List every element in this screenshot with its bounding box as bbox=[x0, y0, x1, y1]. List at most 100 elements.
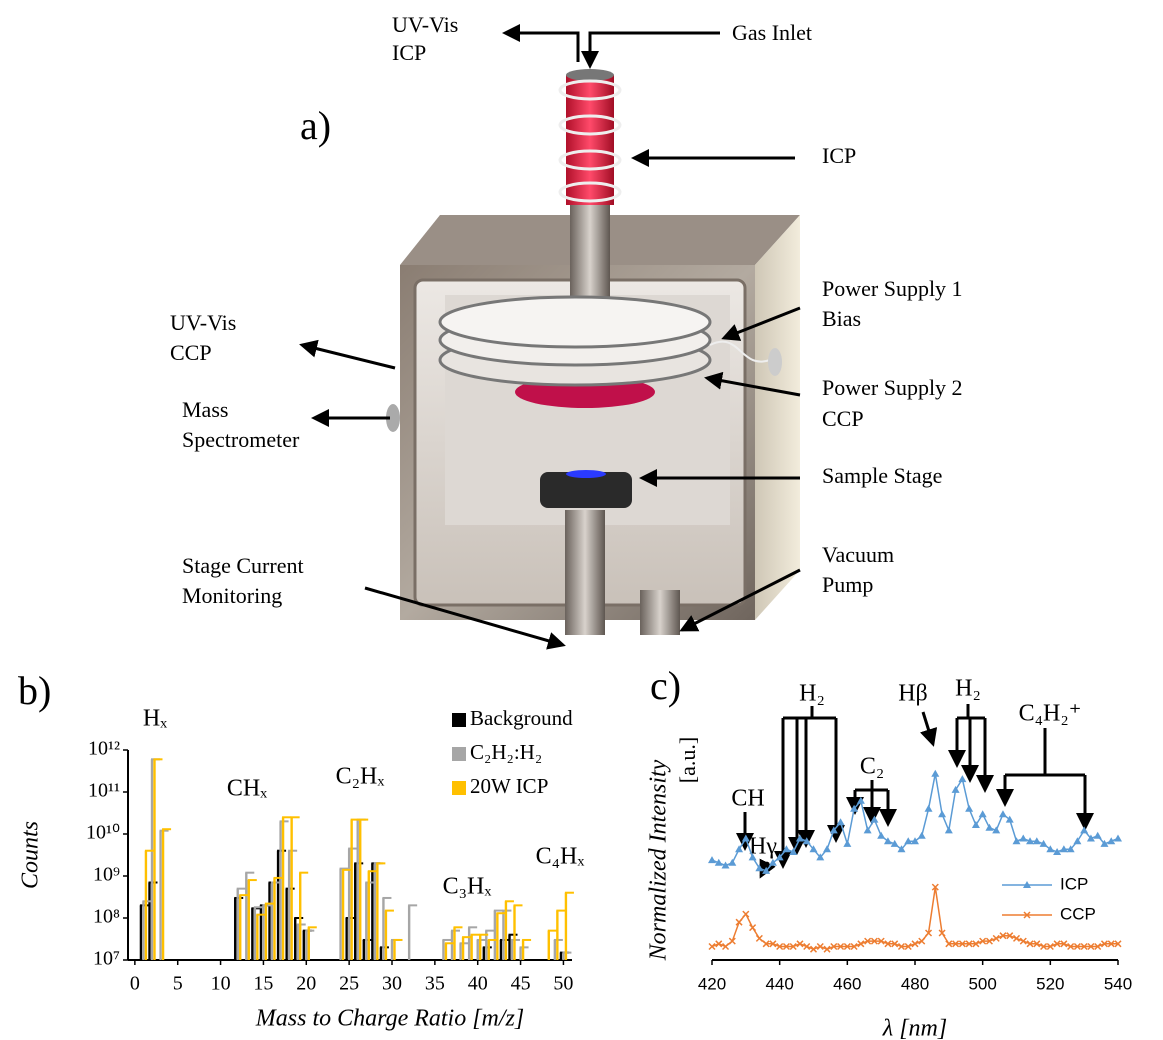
bar bbox=[385, 911, 387, 960]
bar bbox=[282, 817, 284, 960]
marker bbox=[985, 824, 993, 831]
bar bbox=[348, 849, 350, 960]
bar bbox=[496, 913, 498, 960]
bar bbox=[391, 940, 393, 960]
marker bbox=[843, 840, 851, 847]
x-tick-label: 50 bbox=[553, 973, 573, 995]
annotation: Hβ bbox=[898, 681, 928, 707]
bar bbox=[303, 931, 305, 960]
bar bbox=[290, 817, 292, 960]
marker bbox=[925, 805, 933, 812]
x-axis-label: Mass to Charge Ratio [m/z] bbox=[255, 1006, 524, 1032]
bar bbox=[442, 940, 444, 960]
bar bbox=[468, 927, 470, 960]
x-tick-label: 25 bbox=[339, 973, 359, 995]
bar bbox=[265, 904, 267, 960]
marker bbox=[1114, 835, 1122, 842]
marker bbox=[823, 845, 831, 852]
marker bbox=[965, 805, 973, 812]
x-tick-label: 15 bbox=[253, 973, 273, 995]
bar bbox=[260, 905, 262, 960]
marker bbox=[723, 944, 729, 950]
bar bbox=[502, 911, 504, 960]
bar bbox=[251, 908, 253, 960]
bar bbox=[297, 925, 299, 960]
bar bbox=[470, 935, 472, 960]
marker bbox=[958, 775, 966, 782]
marker bbox=[864, 826, 872, 833]
label: Gas Inlet bbox=[732, 20, 812, 45]
bar bbox=[513, 905, 515, 960]
x-axis-label: λ [nm] bbox=[882, 1016, 947, 1040]
marker bbox=[857, 797, 865, 804]
x-tick-label: 0 bbox=[130, 973, 140, 995]
marker bbox=[1073, 837, 1081, 844]
label: Power Supply 1 bbox=[822, 276, 963, 301]
label: Mass bbox=[182, 397, 228, 422]
x-tick-label: 480 bbox=[901, 974, 929, 993]
bar bbox=[562, 953, 564, 960]
label: Bias bbox=[822, 306, 861, 331]
panel-label: b) bbox=[18, 668, 51, 713]
bar bbox=[162, 829, 164, 960]
y-tick-label: 10¹² bbox=[88, 738, 120, 760]
bar bbox=[271, 883, 273, 960]
label: ICP bbox=[392, 40, 426, 65]
annotation: CHₓ bbox=[227, 776, 267, 802]
marker bbox=[1094, 832, 1102, 839]
bar bbox=[153, 759, 155, 960]
bar bbox=[453, 927, 455, 960]
marker bbox=[709, 944, 715, 950]
marker bbox=[877, 832, 885, 839]
bar bbox=[376, 863, 378, 960]
marker bbox=[918, 832, 926, 839]
label: UV-Vis bbox=[170, 310, 236, 335]
bar bbox=[368, 871, 370, 960]
bar bbox=[477, 940, 479, 960]
marker bbox=[999, 810, 1007, 817]
bar bbox=[345, 918, 347, 960]
marker bbox=[931, 770, 939, 777]
bar bbox=[140, 905, 142, 960]
legend-label: CCP bbox=[1060, 904, 1096, 923]
figure: a) UV-Vis ICP Gas Inlet ICP Power Supply… bbox=[0, 0, 1163, 1040]
marker bbox=[728, 859, 736, 866]
x-tick-label: 540 bbox=[1104, 974, 1132, 993]
marker bbox=[708, 856, 716, 863]
bar bbox=[268, 883, 270, 960]
marker bbox=[837, 818, 845, 825]
bar bbox=[237, 889, 239, 960]
bar bbox=[248, 880, 250, 960]
x-tick-label: 5 bbox=[173, 973, 183, 995]
bar bbox=[279, 821, 281, 960]
bar bbox=[548, 931, 550, 960]
bar bbox=[519, 947, 521, 960]
bar bbox=[371, 863, 373, 960]
bar bbox=[508, 935, 510, 960]
label: Vacuum bbox=[822, 542, 894, 567]
panel-label: c) bbox=[650, 663, 681, 708]
bar bbox=[462, 937, 464, 960]
bar bbox=[451, 931, 453, 960]
bar bbox=[408, 905, 410, 960]
marker bbox=[804, 944, 810, 950]
bar bbox=[299, 873, 301, 960]
x-tick-label: 420 bbox=[698, 974, 726, 993]
marker bbox=[858, 941, 864, 947]
bar bbox=[365, 883, 367, 960]
legend-swatch bbox=[452, 713, 466, 727]
y-tick-label: 10⁷ bbox=[93, 948, 120, 970]
legend-label: 20W ICP bbox=[470, 774, 548, 798]
marker bbox=[756, 935, 762, 941]
label: Spectrometer bbox=[182, 427, 300, 452]
bar bbox=[148, 883, 150, 960]
marker bbox=[750, 925, 756, 931]
bar bbox=[565, 893, 567, 960]
x-tick-label: 40 bbox=[468, 973, 488, 995]
x-tick-label: 440 bbox=[765, 974, 793, 993]
bar bbox=[374, 863, 376, 960]
label: Stage Current bbox=[182, 553, 304, 578]
annotation: CH bbox=[731, 786, 764, 812]
bar bbox=[382, 898, 384, 960]
bar bbox=[245, 873, 247, 960]
